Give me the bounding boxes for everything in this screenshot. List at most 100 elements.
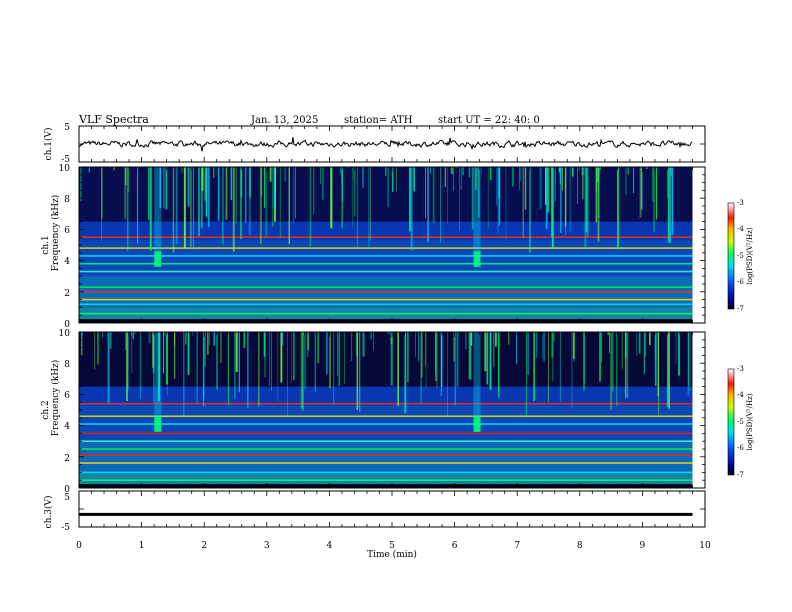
- spectrogram-sferic: [447, 332, 448, 418]
- spectrogram-sferic: [583, 332, 585, 391]
- spectrogram-sferic: [645, 167, 648, 170]
- ch1-colorbar: [727, 202, 735, 310]
- spectrogram-sferic: [333, 332, 335, 405]
- spectrogram-sferic: [300, 332, 303, 409]
- spectrogram-sferic: [225, 167, 228, 220]
- spectrogram-sferic: [551, 167, 554, 249]
- spectrogram-sferic: [234, 332, 236, 399]
- spectrogram-sferic: [533, 332, 535, 401]
- ch1-cbtick-m6: -6: [737, 278, 744, 286]
- spectrogram-sferic: [597, 167, 599, 183]
- spectrogram-sferic: [481, 167, 482, 175]
- spectrogram-sferic: [462, 167, 464, 176]
- spectrogram-sferic: [317, 332, 320, 364]
- spectrogram-sferic: [204, 167, 207, 201]
- spectrogram-sferic: [638, 332, 641, 354]
- spectrogram-sferic: [271, 167, 274, 227]
- spectrogram-sferic: [137, 167, 139, 244]
- spectrogram-sferic: [440, 167, 441, 243]
- spectrogram-sferic: [688, 332, 689, 386]
- spectrogram-sferic: [320, 167, 322, 184]
- spectrogram-sferic: [470, 332, 473, 346]
- spectrogram-sferic: [362, 167, 364, 188]
- spectrogram-sferic: [185, 332, 187, 345]
- spectrogram-sferic: [612, 332, 614, 392]
- x-axis-label: Time (min): [367, 549, 417, 560]
- ch2-ylabel-frequency: Frequency (kHz): [50, 360, 61, 437]
- spectrogram-band: [79, 286, 693, 288]
- spectrogram-hotspot-column: [154, 167, 162, 252]
- spectrogram-sferic: [270, 332, 272, 391]
- spectrogram-sferic: [127, 167, 129, 192]
- spectrogram-band: [79, 303, 693, 306]
- spectrogram-sferic: [307, 332, 310, 351]
- spectrogram-sferic: [425, 332, 427, 389]
- ch2-colorbar: [727, 368, 735, 476]
- spectrogram-sferic: [183, 332, 185, 416]
- spectrogram-sferic: [453, 167, 454, 191]
- spectrogram-zone: [79, 472, 693, 485]
- spectrogram-sferic: [126, 167, 129, 251]
- spectrogram-sferic: [293, 332, 295, 380]
- spectrogram-sferic: [356, 332, 358, 356]
- spectrogram-sferic: [586, 167, 589, 237]
- spectrogram-sferic: [599, 332, 601, 382]
- spectrogram-band: [79, 448, 693, 450]
- spectrogram-band: [79, 262, 693, 265]
- spectrogram-sferic: [524, 167, 527, 210]
- spectrogram-baseline: [79, 319, 693, 323]
- spectrogram-sferic: [496, 167, 498, 206]
- spectrogram-sferic: [175, 167, 178, 245]
- spectrogram-band: [79, 432, 693, 435]
- spectrogram-sferic: [453, 332, 455, 362]
- spectrogram-sferic: [163, 167, 165, 209]
- spectrogram-zone: [79, 441, 693, 473]
- spectrogram-sferic: [545, 167, 548, 229]
- spectrogram-sferic: [222, 167, 224, 245]
- spectrogram-sferic: [165, 167, 168, 210]
- spectrogram-sferic: [280, 332, 283, 383]
- spectrogram-sferic: [204, 332, 205, 398]
- spectrogram-sferic: [654, 332, 657, 386]
- spectrogram-sferic: [409, 167, 411, 232]
- spectrogram-sferic: [341, 167, 343, 228]
- spectrogram-sferic: [301, 332, 304, 411]
- spectrogram-sferic: [183, 167, 186, 249]
- ch1-ylabel-channel: ch.1: [41, 235, 51, 254]
- spectrogram-sferic: [213, 167, 215, 178]
- spectrogram-sferic: [559, 167, 561, 184]
- x-tick-label: 4: [327, 541, 333, 551]
- spectrogram-band: [79, 247, 693, 249]
- spectrogram-sferic: [508, 332, 510, 345]
- spectrogram-sferic: [599, 167, 602, 170]
- spectrogram-sferic: [584, 167, 587, 249]
- spectrogram-sferic: [351, 332, 353, 362]
- spectrogram-sferic: [404, 332, 407, 413]
- spectrogram-sferic: [131, 332, 133, 373]
- spectrogram-sferic: [687, 332, 689, 396]
- spectrogram-sferic: [227, 332, 229, 405]
- spectrogram-sferic: [505, 167, 507, 241]
- spectrogram-sferic: [340, 167, 341, 174]
- spectrogram-sferic: [455, 167, 457, 169]
- spectrogram-sferic: [469, 332, 472, 380]
- spectrogram-sferic: [645, 332, 647, 357]
- ch1-cbtick-m7: -7: [737, 305, 744, 313]
- spectrogram-sferic: [97, 332, 99, 365]
- spectrogram-sferic: [249, 167, 251, 197]
- spectrogram-sferic: [621, 332, 623, 369]
- spectrogram-sferic: [689, 332, 691, 392]
- spectrogram-sferic: [666, 332, 669, 408]
- spectrogram-sferic: [572, 167, 574, 177]
- spectrogram-sferic: [668, 332, 670, 409]
- spectrogram-sferic: [397, 332, 399, 406]
- spectrogram-dark-region: [79, 332, 693, 387]
- spectrogram-sferic: [190, 167, 192, 247]
- spectrogram-sferic: [652, 167, 654, 202]
- spectrogram-sferic: [192, 167, 195, 250]
- spectrogram-sferic: [204, 332, 206, 367]
- spectrogram-sferic: [552, 332, 554, 382]
- spectrogram-sferic: [553, 332, 555, 342]
- spectrogram-hotspot: [473, 251, 481, 267]
- spectrogram-sferic: [330, 167, 333, 229]
